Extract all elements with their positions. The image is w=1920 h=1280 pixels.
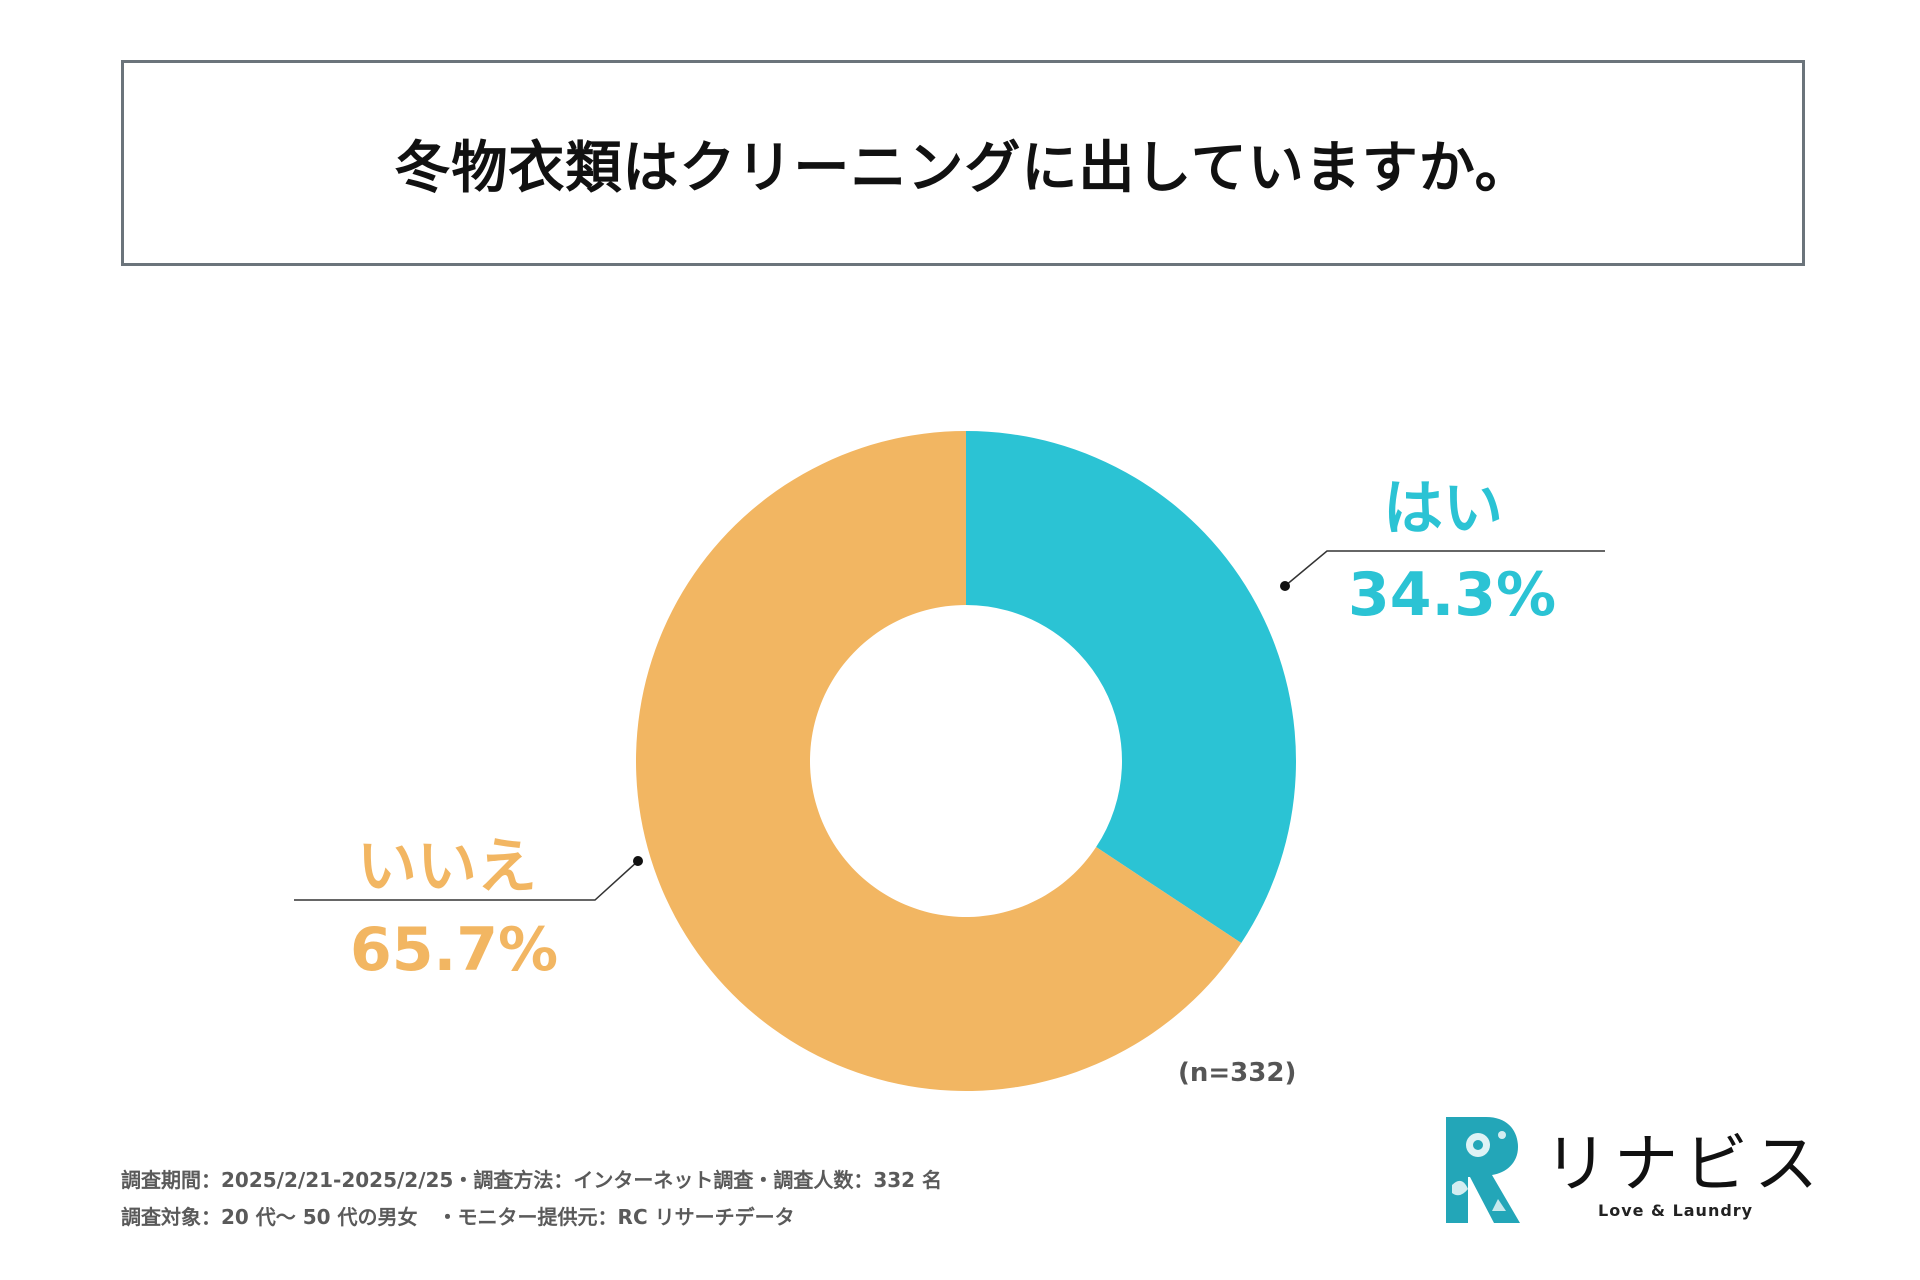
leader-no-line <box>294 860 639 901</box>
slice-value-no: 65.7% <box>350 915 559 985</box>
slice-label-yes: はい <box>1383 474 1503 544</box>
logo-name: リナビス <box>1544 1128 1824 1202</box>
donut-slice-yes <box>966 431 1296 944</box>
chart-title: 冬物衣類はクリーニングに出していますか。 <box>394 135 1532 201</box>
laundry-r-logo-icon <box>1446 1117 1520 1223</box>
survey-info-line-2: 調査対象：20 代～ 50 代の男女 ・モニター提供元：RC リサーチデータ <box>121 1205 795 1229</box>
chart-title-box: 冬物衣類はクリーニングに出していますか。 <box>121 60 1805 266</box>
logo-tagline: Love & Laundry <box>1598 1201 1754 1220</box>
survey-info-line-1: 調査期間：2025/2/21-2025/2/25・調査方法：インターネット調査・… <box>121 1168 943 1192</box>
leader-yes-dot <box>1280 581 1290 591</box>
leader-yes-line <box>1284 550 1605 587</box>
slice-value-yes: 34.3% <box>1348 560 1557 630</box>
sample-size-note: (n=332) <box>1178 1058 1297 1088</box>
slice-label-no: いいえ <box>357 832 537 902</box>
brand-logo: リナビス Love & Laundry <box>1442 1115 1818 1225</box>
donut-slice-no <box>635 430 1242 1091</box>
leader-no-dot <box>633 856 643 866</box>
